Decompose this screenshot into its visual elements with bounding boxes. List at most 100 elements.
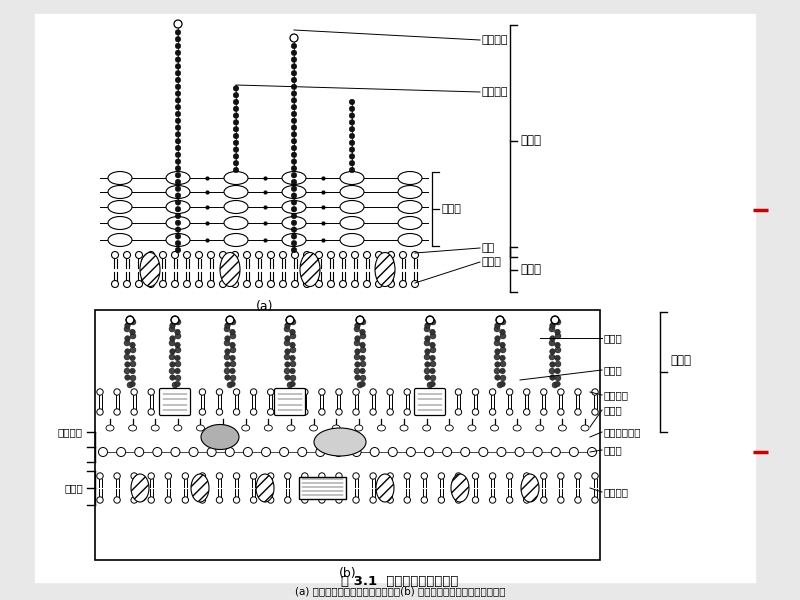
Circle shape xyxy=(387,409,394,415)
Circle shape xyxy=(404,497,410,503)
Circle shape xyxy=(285,389,291,395)
Circle shape xyxy=(234,133,239,139)
Circle shape xyxy=(291,104,297,110)
Circle shape xyxy=(230,368,235,374)
Ellipse shape xyxy=(166,217,190,229)
Circle shape xyxy=(550,335,555,341)
Circle shape xyxy=(349,127,355,132)
Circle shape xyxy=(336,497,342,503)
Circle shape xyxy=(219,280,226,287)
Circle shape xyxy=(226,316,234,324)
Circle shape xyxy=(148,409,154,415)
Circle shape xyxy=(370,389,376,395)
Text: (a): (a) xyxy=(256,300,274,313)
Circle shape xyxy=(336,473,342,479)
Circle shape xyxy=(430,319,436,325)
Circle shape xyxy=(171,251,178,259)
Circle shape xyxy=(207,448,216,457)
Circle shape xyxy=(148,473,154,479)
Ellipse shape xyxy=(355,425,363,431)
Circle shape xyxy=(592,409,598,415)
Circle shape xyxy=(555,375,561,381)
Circle shape xyxy=(114,409,120,415)
Circle shape xyxy=(425,335,430,341)
Ellipse shape xyxy=(108,233,132,247)
Circle shape xyxy=(496,316,504,324)
Circle shape xyxy=(285,497,291,503)
Text: 脂蛋白: 脂蛋白 xyxy=(604,405,622,415)
Circle shape xyxy=(500,333,506,339)
Ellipse shape xyxy=(340,172,364,185)
Circle shape xyxy=(554,368,560,374)
Circle shape xyxy=(291,247,297,253)
Circle shape xyxy=(354,354,360,360)
Circle shape xyxy=(175,50,181,56)
Circle shape xyxy=(285,473,291,479)
Circle shape xyxy=(97,409,103,415)
Text: 肽聚糖: 肽聚糖 xyxy=(604,445,622,455)
Circle shape xyxy=(430,329,435,335)
Ellipse shape xyxy=(224,185,248,199)
Circle shape xyxy=(230,347,236,353)
Circle shape xyxy=(175,111,181,117)
Circle shape xyxy=(175,247,181,253)
Circle shape xyxy=(430,342,435,348)
Circle shape xyxy=(234,106,239,112)
Circle shape xyxy=(123,251,130,259)
Circle shape xyxy=(291,172,297,178)
Circle shape xyxy=(230,375,236,381)
Circle shape xyxy=(175,152,181,158)
Circle shape xyxy=(500,355,506,361)
Circle shape xyxy=(438,389,445,395)
Circle shape xyxy=(375,280,382,287)
FancyBboxPatch shape xyxy=(159,389,190,415)
Circle shape xyxy=(592,389,598,395)
Circle shape xyxy=(411,251,418,259)
Circle shape xyxy=(234,154,239,159)
Circle shape xyxy=(411,280,418,287)
Circle shape xyxy=(135,251,142,259)
Circle shape xyxy=(175,172,181,178)
Circle shape xyxy=(230,319,236,325)
Circle shape xyxy=(360,329,366,335)
Circle shape xyxy=(226,448,234,457)
Circle shape xyxy=(234,99,239,105)
Circle shape xyxy=(291,186,297,191)
FancyBboxPatch shape xyxy=(35,14,755,582)
Circle shape xyxy=(290,333,296,339)
Circle shape xyxy=(234,389,240,395)
Ellipse shape xyxy=(224,200,248,214)
Circle shape xyxy=(357,382,363,388)
Circle shape xyxy=(558,473,564,479)
Circle shape xyxy=(172,382,178,388)
Circle shape xyxy=(175,29,181,35)
Circle shape xyxy=(424,354,430,360)
Circle shape xyxy=(182,389,189,395)
Circle shape xyxy=(290,368,295,374)
Circle shape xyxy=(421,409,427,415)
Circle shape xyxy=(425,349,430,354)
Circle shape xyxy=(231,280,238,287)
Circle shape xyxy=(523,409,530,415)
Circle shape xyxy=(175,213,181,219)
Circle shape xyxy=(111,280,118,287)
Circle shape xyxy=(174,342,180,348)
Circle shape xyxy=(285,335,290,341)
Circle shape xyxy=(554,381,560,387)
Circle shape xyxy=(291,111,297,117)
Circle shape xyxy=(182,473,189,479)
Circle shape xyxy=(165,473,171,479)
Circle shape xyxy=(425,448,434,457)
Circle shape xyxy=(250,473,257,479)
Circle shape xyxy=(175,57,181,62)
Circle shape xyxy=(399,251,406,259)
Circle shape xyxy=(267,409,274,415)
Ellipse shape xyxy=(282,185,306,199)
Circle shape xyxy=(230,333,236,339)
Circle shape xyxy=(125,362,130,367)
Text: 蛋白质: 蛋白质 xyxy=(482,257,502,267)
Circle shape xyxy=(97,473,103,479)
Circle shape xyxy=(500,375,506,381)
Ellipse shape xyxy=(282,172,306,185)
Circle shape xyxy=(497,382,503,388)
